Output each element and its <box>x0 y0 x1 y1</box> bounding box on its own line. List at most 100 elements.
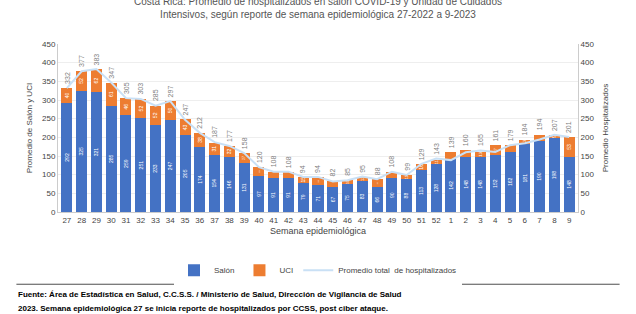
svg-text:162: 162 <box>507 177 513 186</box>
svg-text:0: 0 <box>581 208 586 217</box>
svg-text:88: 88 <box>403 193 409 199</box>
svg-text:45: 45 <box>328 216 337 225</box>
svg-text:179: 179 <box>507 129 514 141</box>
svg-text:139: 139 <box>448 136 455 148</box>
svg-text:Fuente: Área de Estadística en: Fuente: Área de Estadística en Salud, C.… <box>18 290 402 299</box>
svg-text:53: 53 <box>566 144 572 150</box>
svg-text:177: 177 <box>226 130 233 142</box>
svg-text:181: 181 <box>522 174 528 183</box>
svg-text:207: 207 <box>551 119 558 131</box>
svg-text:160: 160 <box>462 134 469 146</box>
svg-text:5: 5 <box>508 216 513 225</box>
svg-text:250: 250 <box>42 114 56 123</box>
svg-text:190: 190 <box>536 172 542 181</box>
svg-text:200: 200 <box>581 133 595 142</box>
svg-text:49: 49 <box>387 216 396 225</box>
svg-text:40: 40 <box>64 93 70 99</box>
svg-text:35: 35 <box>181 216 190 225</box>
svg-text:184: 184 <box>521 124 528 136</box>
svg-text:91: 91 <box>285 192 291 198</box>
svg-text:17: 17 <box>539 137 540 138</box>
svg-text:Costa Rica: Promedio de hospit: Costa Rica: Promedio de hospitalizados e… <box>134 0 502 20</box>
svg-text:38: 38 <box>225 216 234 225</box>
svg-text:Promedio Hospitalizados: Promedio Hospitalizados <box>601 84 610 173</box>
svg-text:42: 42 <box>284 216 293 225</box>
svg-text:40: 40 <box>254 216 263 225</box>
svg-text:146: 146 <box>226 180 232 189</box>
svg-text:303: 303 <box>137 83 144 95</box>
svg-text:39: 39 <box>240 216 249 225</box>
svg-text:7: 7 <box>537 216 542 225</box>
svg-text:31: 31 <box>212 146 217 152</box>
svg-text:400: 400 <box>581 58 595 67</box>
svg-text:100: 100 <box>581 170 595 179</box>
svg-text:31: 31 <box>121 216 130 225</box>
svg-text:82: 82 <box>329 169 336 177</box>
svg-text:38: 38 <box>197 137 203 143</box>
svg-text:17: 17 <box>332 183 333 184</box>
svg-text:79: 79 <box>300 194 306 200</box>
svg-text:129: 129 <box>418 148 425 160</box>
svg-text:187: 187 <box>211 126 218 138</box>
svg-text:128: 128 <box>433 184 439 193</box>
svg-text:17: 17 <box>273 174 274 175</box>
svg-text:95: 95 <box>359 165 366 173</box>
svg-text:148: 148 <box>477 180 483 189</box>
svg-text:259: 259 <box>123 159 129 168</box>
svg-text:Semana epidemiológica: Semana epidemiológica <box>270 226 366 236</box>
svg-text:30: 30 <box>107 216 116 225</box>
svg-text:18: 18 <box>391 174 392 175</box>
svg-text:46: 46 <box>123 104 129 110</box>
svg-text:99: 99 <box>404 163 411 171</box>
svg-text:12: 12 <box>360 177 365 181</box>
svg-text:113: 113 <box>418 187 424 195</box>
svg-text:32: 32 <box>226 149 232 155</box>
svg-text:17: 17 <box>465 153 466 154</box>
svg-text:17: 17 <box>509 147 510 148</box>
svg-text:347: 347 <box>108 67 115 79</box>
svg-text:41: 41 <box>269 216 278 225</box>
svg-text:27: 27 <box>494 148 498 152</box>
svg-text:8: 8 <box>552 216 557 225</box>
svg-text:201: 201 <box>565 121 572 133</box>
svg-text:325: 325 <box>78 147 84 156</box>
svg-text:97: 97 <box>256 191 262 197</box>
svg-text:1: 1 <box>449 216 454 225</box>
svg-text:67: 67 <box>330 197 336 203</box>
svg-text:85: 85 <box>344 168 351 176</box>
svg-text:43: 43 <box>182 124 188 130</box>
svg-text:9: 9 <box>551 135 557 138</box>
svg-text:4: 4 <box>493 216 498 225</box>
svg-text:150: 150 <box>581 152 595 161</box>
svg-text:247: 247 <box>167 162 173 171</box>
svg-text:108: 108 <box>388 156 395 168</box>
svg-text:247: 247 <box>182 104 189 116</box>
svg-text:34: 34 <box>166 216 175 225</box>
svg-text:94: 94 <box>299 165 306 173</box>
svg-text:161: 161 <box>492 130 499 142</box>
svg-text:0: 0 <box>51 208 56 217</box>
svg-text:158: 158 <box>241 137 248 149</box>
svg-text:205: 205 <box>182 169 188 178</box>
svg-text:400: 400 <box>42 58 56 67</box>
svg-text:94: 94 <box>314 165 321 173</box>
svg-text:UCI: UCI <box>279 266 293 275</box>
svg-text:131: 131 <box>241 183 247 192</box>
svg-text:100: 100 <box>42 170 56 179</box>
svg-text:75: 75 <box>344 195 350 201</box>
svg-text:16: 16 <box>418 164 424 170</box>
svg-text:165: 165 <box>477 134 484 146</box>
svg-text:36: 36 <box>195 216 204 225</box>
svg-text:9: 9 <box>567 216 572 225</box>
svg-text:62: 62 <box>93 78 99 84</box>
svg-text:332: 332 <box>64 72 71 84</box>
svg-text:Promedio total de hospitaliza: Promedio total de hospitalizados <box>338 266 456 275</box>
svg-text:33: 33 <box>151 216 160 225</box>
svg-text:194: 194 <box>536 119 543 131</box>
svg-text:22: 22 <box>376 182 378 184</box>
svg-text:50: 50 <box>46 189 55 198</box>
svg-text:152: 152 <box>492 179 498 188</box>
svg-text:142: 142 <box>448 181 454 190</box>
svg-text:28: 28 <box>77 216 86 225</box>
svg-text:61: 61 <box>108 91 114 97</box>
